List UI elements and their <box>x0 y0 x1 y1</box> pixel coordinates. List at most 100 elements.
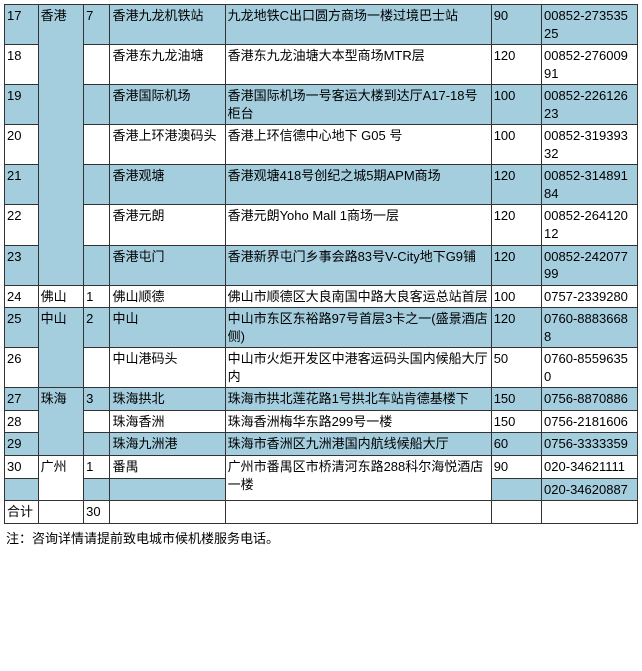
table-cell <box>110 478 225 501</box>
table-cell <box>84 410 110 433</box>
table-cell: 香港元朗 <box>110 205 225 245</box>
table-cell: 21 <box>5 165 39 205</box>
table-cell: 合计 <box>5 501 39 524</box>
table-cell: 020-34621111 <box>542 456 638 479</box>
table-cell: 00852-31939332 <box>542 125 638 165</box>
table-cell <box>491 501 541 524</box>
table-row: 19香港国际机场香港国际机场一号客运大楼到达厅A17-18号柜台10000852… <box>5 85 638 125</box>
table-cell: 0757-2339280 <box>542 285 638 308</box>
table-cell: 珠海九洲港 <box>110 433 225 456</box>
table-row: 30广州1番禺广州市番禺区市桥清河东路288科尔海悦酒店一楼90020-3462… <box>5 456 638 479</box>
table-cell: 珠海香洲 <box>110 410 225 433</box>
table-cell: 120 <box>491 165 541 205</box>
table-cell: 00852-31489184 <box>542 165 638 205</box>
table-cell: 中山 <box>38 308 84 388</box>
table-cell: 20 <box>5 125 39 165</box>
table-cell: 中山港码头 <box>110 348 225 388</box>
table-cell: 香港国际机场一号客运大楼到达厅A17-18号柜台 <box>225 85 491 125</box>
table-cell: 29 <box>5 433 39 456</box>
table-body: 17香港7香港九龙机铁站九龙地铁C出口圆方商场一楼过境巴士站9000852-27… <box>5 5 638 524</box>
table-cell <box>84 245 110 285</box>
table-cell: 广州 <box>38 456 84 501</box>
table-row: 26 中山港码头中山市火炬开发区中港客运码头国内候船大厅内500760-85596… <box>5 348 638 388</box>
table-cell: 0756-3333359 <box>542 433 638 456</box>
table-cell: 27 <box>5 388 39 411</box>
table-cell: 香港东九龙油塘大本型商场MTR层 <box>225 45 491 85</box>
schedule-table: 17香港7香港九龙机铁站九龙地铁C出口圆方商场一楼过境巴士站9000852-27… <box>4 4 638 524</box>
table-cell <box>38 501 84 524</box>
table-cell: 18 <box>5 45 39 85</box>
table-cell: 26 <box>5 348 39 388</box>
table-cell: 香港上环港澳码头 <box>110 125 225 165</box>
table-cell <box>225 501 491 524</box>
table-cell: 中山市火炬开发区中港客运码头国内候船大厅内 <box>225 348 491 388</box>
table-cell: 150 <box>491 388 541 411</box>
table-cell: 19 <box>5 85 39 125</box>
table-cell: 120 <box>491 45 541 85</box>
table-cell: 香港观塘418号创纪之城5期APM商场 <box>225 165 491 205</box>
table-cell: 100 <box>491 285 541 308</box>
table-cell: 150 <box>491 410 541 433</box>
table-cell: 23 <box>5 245 39 285</box>
table-cell <box>110 501 225 524</box>
table-cell: 90 <box>491 5 541 45</box>
table-cell: 佛山 <box>38 285 84 308</box>
table-cell: 九龙地铁C出口圆方商场一楼过境巴士站 <box>225 5 491 45</box>
table-cell: 17 <box>5 5 39 45</box>
table-cell <box>84 165 110 205</box>
table-cell: 0756-2181606 <box>542 410 638 433</box>
table-cell: 香港新界屯门乡事会路83号V-City地下G9铺 <box>225 245 491 285</box>
table-cell: 120 <box>491 205 541 245</box>
table-cell: 2 <box>84 308 110 348</box>
table-cell <box>84 125 110 165</box>
table-cell <box>84 433 110 456</box>
table-cell <box>542 501 638 524</box>
table-cell: 0756-8870886 <box>542 388 638 411</box>
table-cell: 3 <box>84 388 110 411</box>
footer-note: 注：咨询详情请提前致电城市候机楼服务电话。 <box>4 524 642 547</box>
table-row: 23香港屯门香港新界屯门乡事会路83号V-City地下G9铺12000852-2… <box>5 245 638 285</box>
table-cell: 90 <box>491 456 541 479</box>
table-cell <box>491 478 541 501</box>
table-cell <box>84 348 110 388</box>
table-row: 18香港东九龙油塘香港东九龙油塘大本型商场MTR层12000852-276009… <box>5 45 638 85</box>
table-cell <box>84 205 110 245</box>
table-cell: 00852-27353525 <box>542 5 638 45</box>
table-cell: 0760-85596350 <box>542 348 638 388</box>
table-cell: 22 <box>5 205 39 245</box>
table-cell <box>84 478 110 501</box>
table-row: 21香港观塘香港观塘418号创纪之城5期APM商场12000852-314891… <box>5 165 638 205</box>
table-row: 25中山2中山中山市东区东裕路97号首层3卡之一(盛景酒店侧)1200760-8… <box>5 308 638 348</box>
table-cell: 珠海市拱北莲花路1号拱北车站肯德基楼下 <box>225 388 491 411</box>
table-cell: 100 <box>491 85 541 125</box>
table-cell: 100 <box>491 125 541 165</box>
table-cell: 香港国际机场 <box>110 85 225 125</box>
table-cell: 香港九龙机铁站 <box>110 5 225 45</box>
table-row: 27珠海3珠海拱北珠海市拱北莲花路1号拱北车站肯德基楼下1500756-8870… <box>5 388 638 411</box>
table-row: 22 香港元朗香港元朗Yoho Mall 1商场一层12000852-264120… <box>5 205 638 245</box>
table-row: 20香港上环港澳码头香港上环信德中心地下 G05 号10000852-31939… <box>5 125 638 165</box>
table-cell: 中山 <box>110 308 225 348</box>
table-cell <box>84 45 110 85</box>
table-cell: 020-34620887 <box>542 478 638 501</box>
table-cell: 香港屯门 <box>110 245 225 285</box>
table-cell: 香港东九龙油塘 <box>110 45 225 85</box>
table-row: 合计 30 <box>5 501 638 524</box>
table-cell: 120 <box>491 245 541 285</box>
table-cell: 珠海拱北 <box>110 388 225 411</box>
table-cell: 中山市东区东裕路97号首层3卡之一(盛景酒店侧) <box>225 308 491 348</box>
table-row: 28珠海香洲珠海香洲梅华东路299号一楼1500756-2181606 <box>5 410 638 433</box>
table-cell: 30 <box>84 501 110 524</box>
table-cell: 00852-26412012 <box>542 205 638 245</box>
table-cell: 广州市番禺区市桥清河东路288科尔海悦酒店一楼 <box>225 456 491 501</box>
table-cell: 0760-88836688 <box>542 308 638 348</box>
table-cell <box>5 478 39 501</box>
table-cell: 1 <box>84 285 110 308</box>
table-row: 24佛山1佛山顺德佛山市顺德区大良南国中路大良客运总站首层1000757-233… <box>5 285 638 308</box>
table-cell: 香港元朗Yoho Mall 1商场一层 <box>225 205 491 245</box>
table-cell: 24 <box>5 285 39 308</box>
table-cell <box>84 85 110 125</box>
table-cell: 佛山市顺德区大良南国中路大良客运总站首层 <box>225 285 491 308</box>
table-cell: 50 <box>491 348 541 388</box>
table-cell: 珠海香洲梅华东路299号一楼 <box>225 410 491 433</box>
